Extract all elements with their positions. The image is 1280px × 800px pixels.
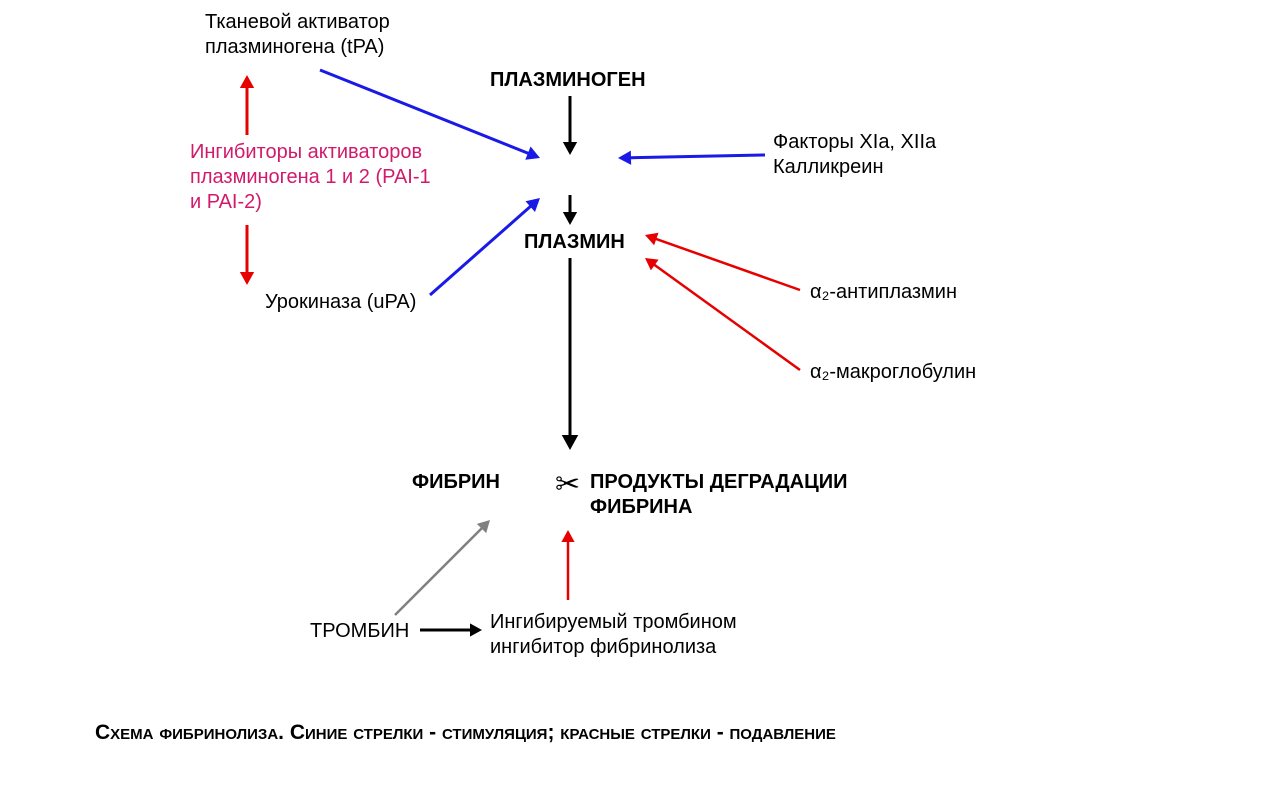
node-tpa: Тканевой активатор плазминогена (tPA) — [205, 10, 390, 60]
node-a2ap: α₂-антиплазмин — [810, 280, 957, 305]
diagram-canvas: ✂ Тканевой активатор плазминогена (tPA) … — [0, 0, 1280, 800]
caption: Схема фибринолиза. Синие стрелки - стиму… — [95, 720, 836, 746]
node-a2mg: α₂-макроглобулин — [810, 360, 976, 385]
node-fdp: ПРОДУКТЫ ДЕГРАДАЦИИ ФИБРИНА — [590, 470, 847, 520]
node-factors: Факторы XIa, XIIa Калликреин — [773, 130, 936, 180]
scissors-icon: ✂ — [555, 468, 580, 501]
node-plasminogen: ПЛАЗМИНОГЕН — [490, 68, 646, 93]
node-pai: Ингибиторы активаторов плазминогена 1 и … — [190, 140, 431, 215]
node-tafi: Ингибируемый тромбином ингибитор фибрино… — [490, 610, 737, 660]
node-upa: Урокиназа (uPA) — [265, 290, 416, 315]
node-plasmin: ПЛАЗМИН — [524, 230, 625, 255]
node-fibrin: ФИБРИН — [412, 470, 500, 495]
arrows-layer: ✂ — [0, 0, 1280, 800]
node-thrombin: ТРОМБИН — [310, 619, 409, 644]
